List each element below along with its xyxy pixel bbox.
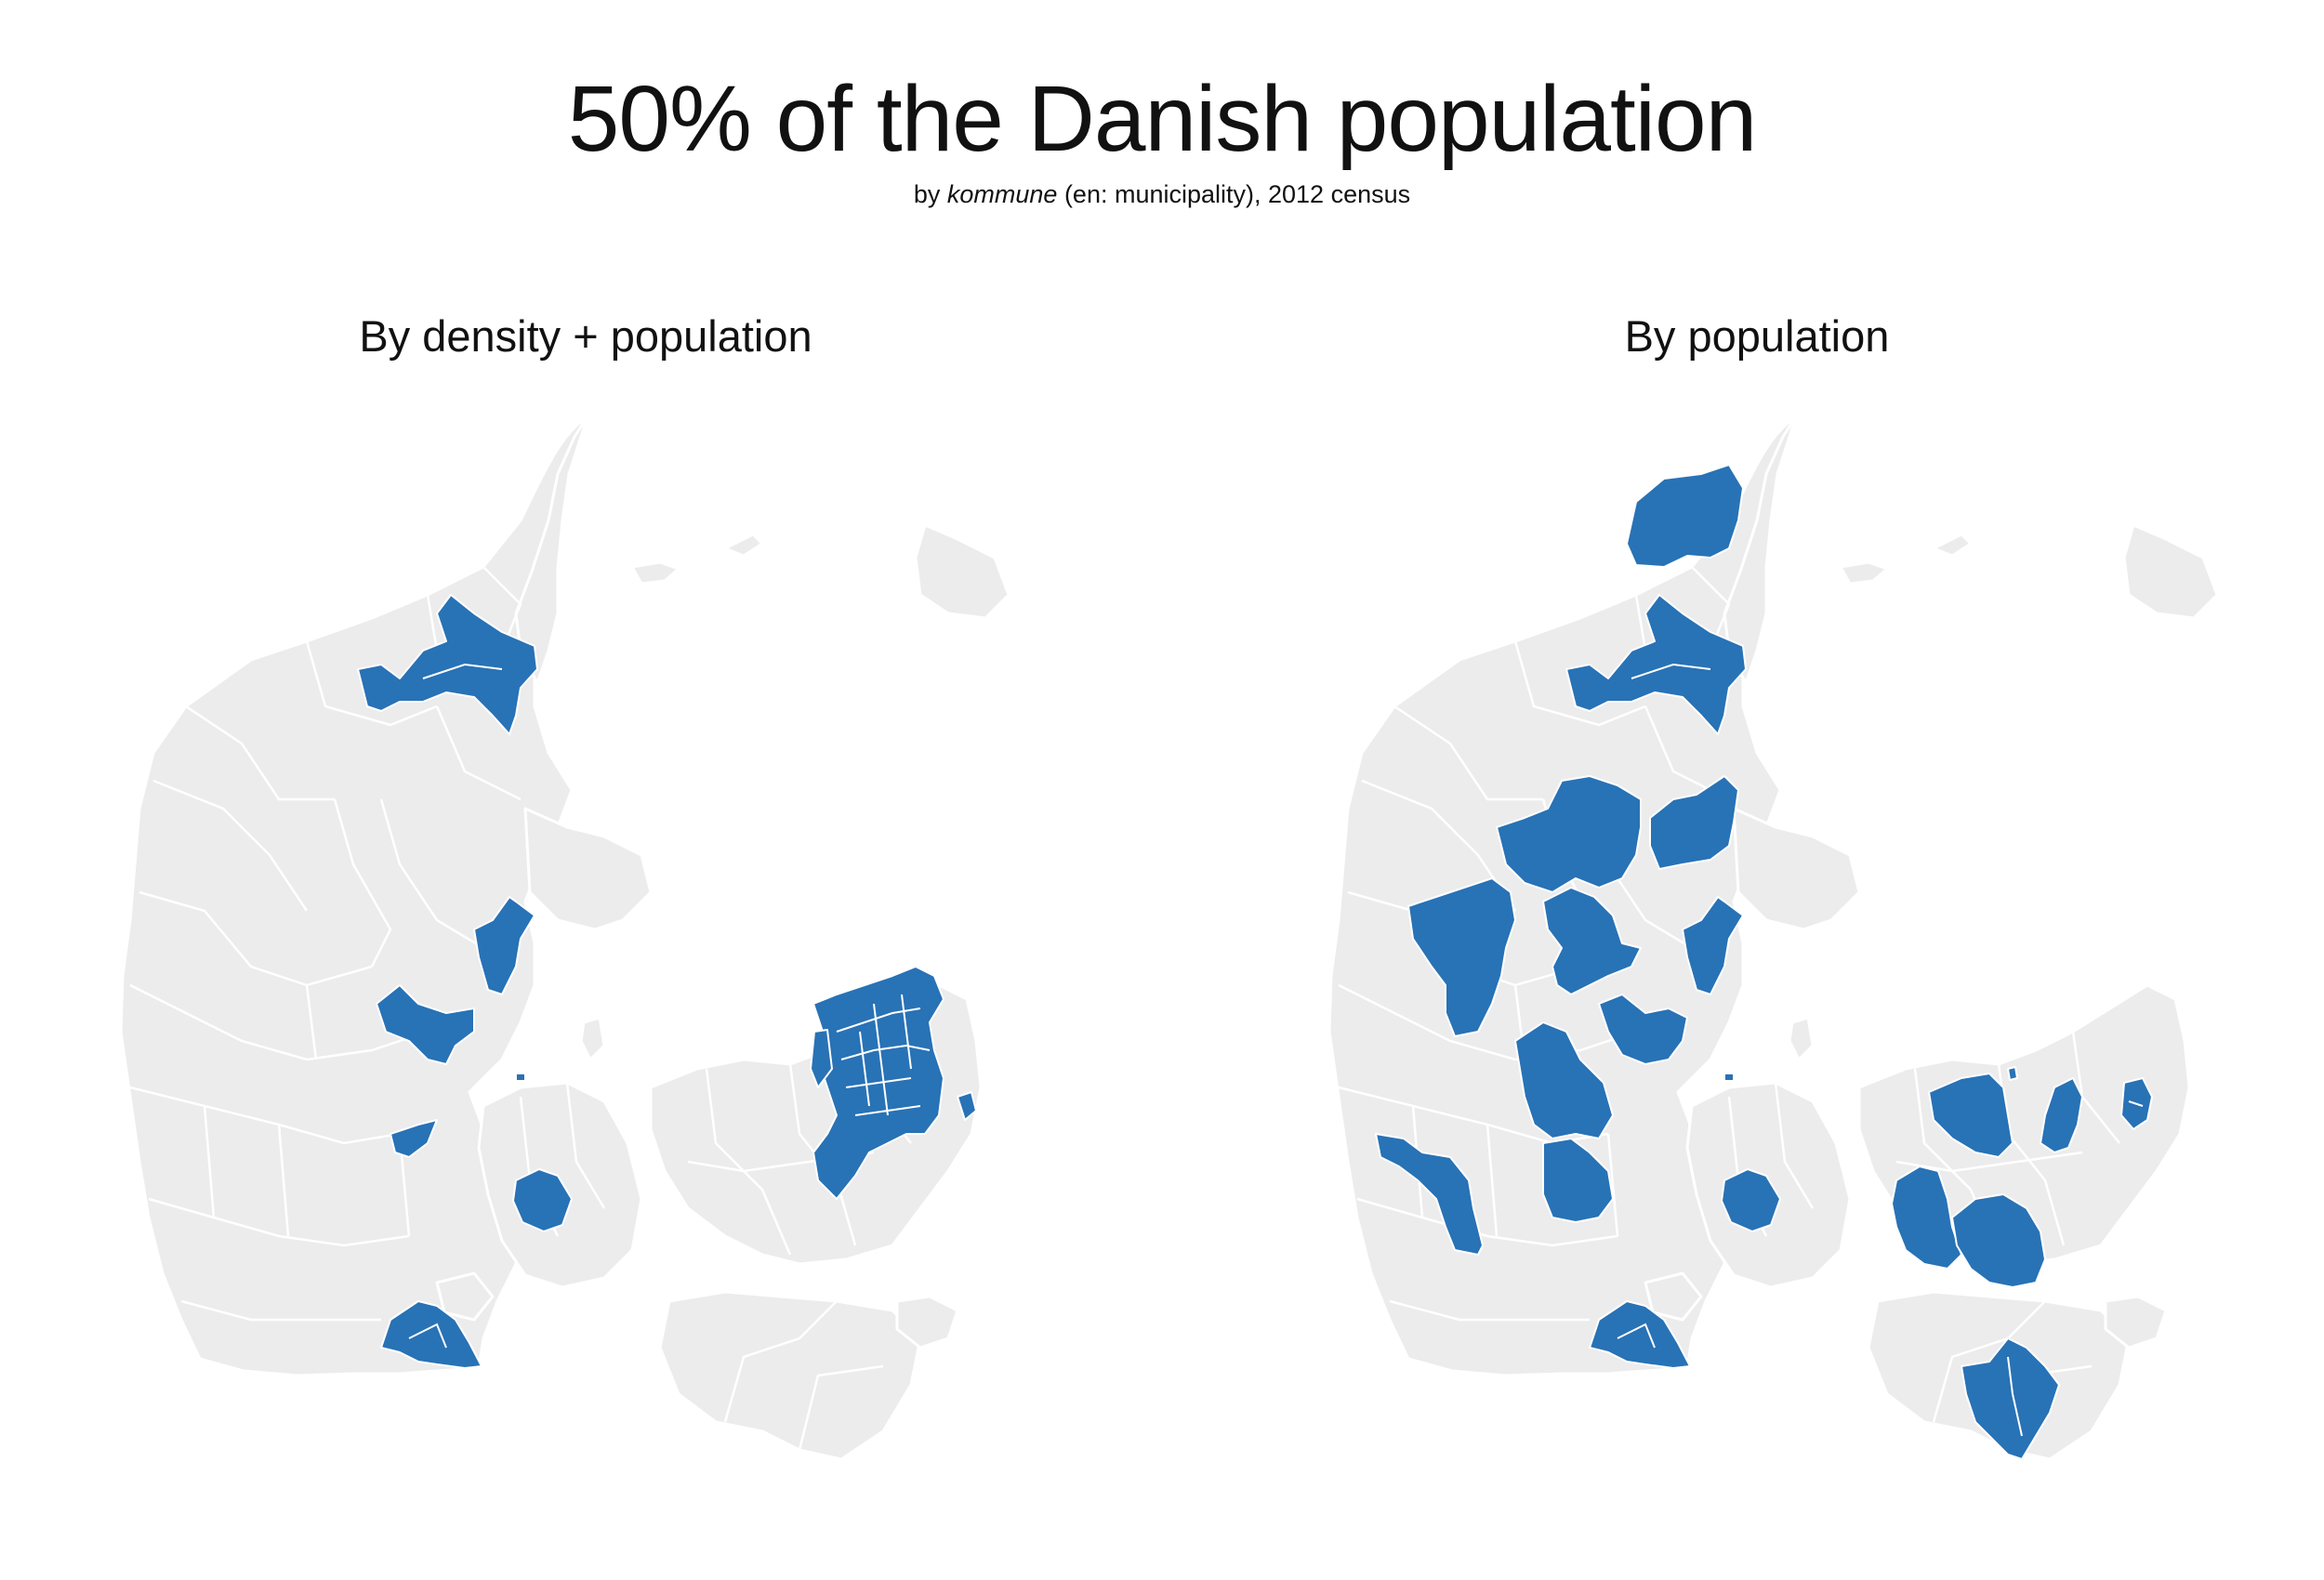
- left-region-silkeborg: [376, 984, 475, 1065]
- right-map: [1327, 415, 2219, 1461]
- right-region-aalborg: [1565, 594, 1747, 735]
- left-map: [119, 415, 1010, 1461]
- left-region-roskilde: [810, 1029, 833, 1088]
- right-region-herning: [1407, 877, 1516, 1037]
- right-region-viborg: [1496, 775, 1642, 893]
- left-region-kolding: [390, 1119, 438, 1158]
- right-region-holbaek-islet: [2007, 1066, 2018, 1081]
- right-region-odense: [1721, 1168, 1781, 1232]
- subtitle-suffix: (en: municipality), 2012 census: [1057, 180, 1411, 208]
- right-map-title: By population: [1624, 311, 1890, 361]
- left-region-odense: [512, 1168, 573, 1232]
- right-region-roskilde: [2040, 1077, 2083, 1153]
- left-region-aarhus: [473, 896, 535, 995]
- left-region-aalborg: [357, 594, 538, 735]
- subtitle-prefix: by: [913, 180, 947, 208]
- left-region-sonderborg: [380, 1300, 482, 1369]
- right-region-randers: [1649, 775, 1739, 870]
- right-region-slagelse: [1891, 1165, 1962, 1270]
- left-region-samso-dot: [515, 1073, 526, 1082]
- right-region-silkeborg: [1542, 887, 1642, 995]
- right-region-aarhus: [1682, 896, 1744, 995]
- page-title: 50% of the Danish population: [567, 67, 1758, 171]
- right-region-horsens: [1598, 994, 1688, 1065]
- right-region-esbjerg: [1375, 1133, 1484, 1256]
- right-region-vejle: [1514, 1021, 1614, 1139]
- right-region-kolding: [1542, 1138, 1614, 1223]
- right-region-hjorring: [1626, 464, 1744, 568]
- right-region-naestved: [1951, 1193, 2046, 1288]
- right-region-guldborgsund: [1961, 1337, 2060, 1460]
- right-region-sonderborg: [1589, 1300, 1691, 1369]
- left-region-amager: [957, 1091, 977, 1121]
- page-subtitle: by kommune (en: municipality), 2012 cens…: [0, 182, 2324, 207]
- subtitle-emphasis: kommune: [946, 180, 1058, 208]
- left-map-title: By density + population: [359, 311, 812, 361]
- right-region-holbaek: [1928, 1073, 2014, 1158]
- right-region-dot: [1723, 1073, 1735, 1082]
